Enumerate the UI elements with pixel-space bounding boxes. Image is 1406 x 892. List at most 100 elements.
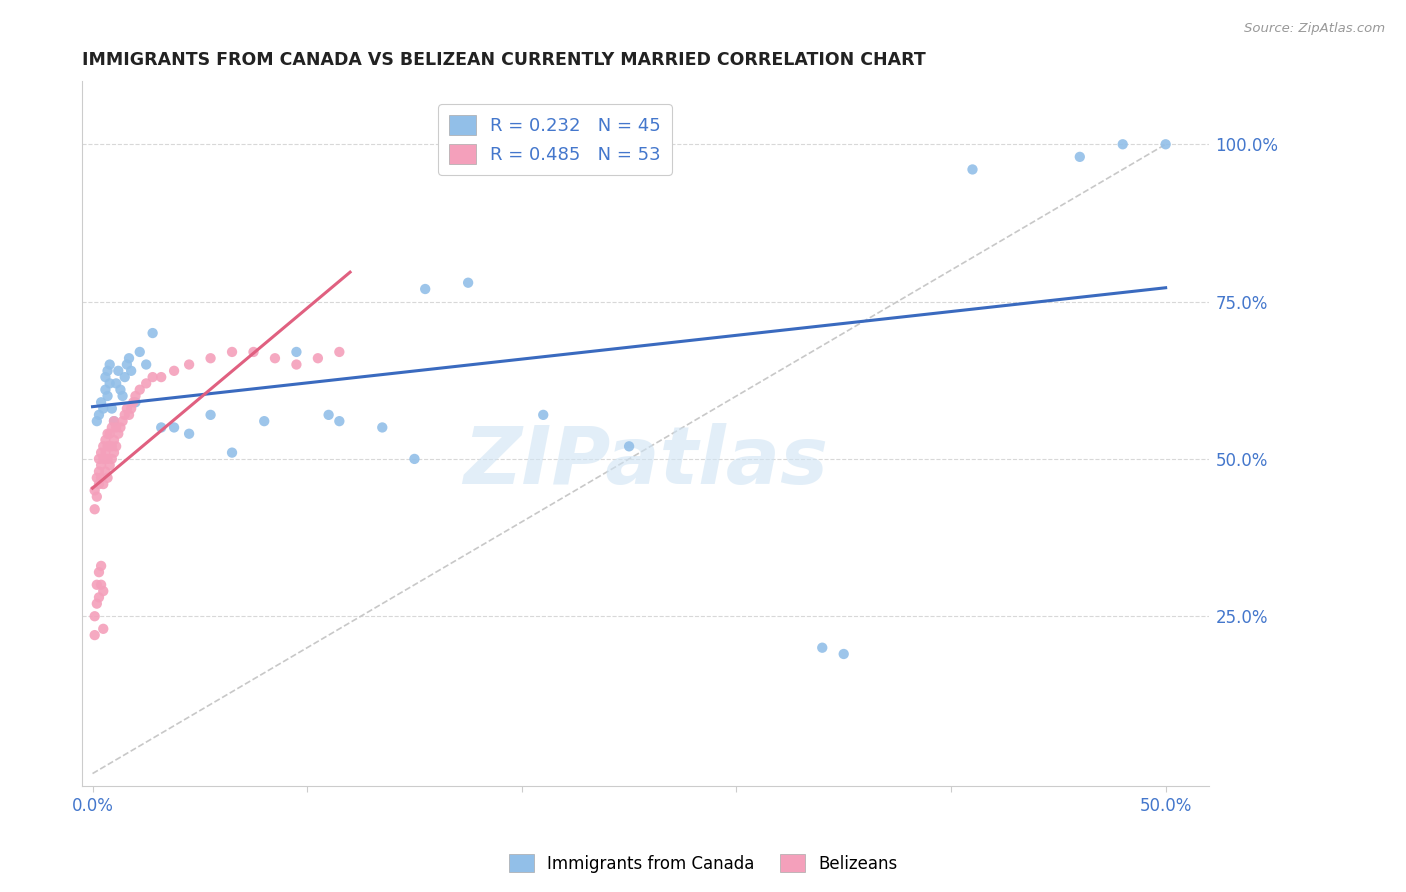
Point <box>114 370 136 384</box>
Point <box>96 389 118 403</box>
Point <box>103 414 125 428</box>
Point <box>531 408 554 422</box>
Point <box>811 640 834 655</box>
Point <box>103 414 125 428</box>
Point <box>115 358 138 372</box>
Point <box>122 395 145 409</box>
Point <box>94 383 117 397</box>
Point <box>91 477 114 491</box>
Point <box>118 408 141 422</box>
Point <box>107 364 129 378</box>
Point <box>90 458 112 473</box>
Point <box>87 477 110 491</box>
Point <box>90 395 112 409</box>
Point <box>91 439 114 453</box>
Point <box>1112 137 1135 152</box>
Point <box>94 465 117 479</box>
Point <box>96 426 118 441</box>
Point <box>96 439 118 453</box>
Text: Source: ZipAtlas.com: Source: ZipAtlas.com <box>1244 22 1385 36</box>
Point <box>142 326 165 340</box>
Point <box>98 439 121 453</box>
Point <box>413 282 436 296</box>
Point <box>91 451 114 466</box>
Point <box>101 439 124 453</box>
Point <box>105 376 128 391</box>
Point <box>371 420 394 434</box>
Point <box>87 451 110 466</box>
Point <box>83 628 105 642</box>
Point <box>110 420 132 434</box>
Point <box>90 578 112 592</box>
Point <box>90 471 112 485</box>
Point <box>200 351 222 366</box>
Point <box>179 426 201 441</box>
Point <box>253 414 276 428</box>
Point <box>128 383 150 397</box>
Point <box>83 502 105 516</box>
Point <box>135 358 157 372</box>
Point <box>135 376 157 391</box>
Point <box>832 647 855 661</box>
Point <box>96 451 118 466</box>
Point <box>124 389 146 403</box>
Point <box>83 609 105 624</box>
Point <box>118 351 141 366</box>
Point <box>86 471 108 485</box>
Point <box>94 433 117 447</box>
Text: IMMIGRANTS FROM CANADA VS BELIZEAN CURRENTLY MARRIED CORRELATION CHART: IMMIGRANTS FROM CANADA VS BELIZEAN CURRE… <box>82 51 925 69</box>
Point <box>105 420 128 434</box>
Point <box>221 445 243 459</box>
Point <box>318 408 340 422</box>
Point <box>94 445 117 459</box>
Point <box>83 483 105 498</box>
Point <box>103 445 125 459</box>
Point <box>200 408 222 422</box>
Point <box>111 414 134 428</box>
Point <box>87 465 110 479</box>
Point <box>285 358 308 372</box>
Point <box>90 558 112 573</box>
Point <box>90 445 112 459</box>
Point <box>91 584 114 599</box>
Point <box>120 364 142 378</box>
Point <box>98 376 121 391</box>
Text: ZIPatlas: ZIPatlas <box>463 423 828 501</box>
Point <box>179 358 201 372</box>
Point <box>105 439 128 453</box>
Point <box>962 162 984 177</box>
Point <box>264 351 287 366</box>
Legend: Immigrants from Canada, Belizeans: Immigrants from Canada, Belizeans <box>502 847 904 880</box>
Point <box>101 451 124 466</box>
Point <box>111 389 134 403</box>
Point <box>1069 150 1091 164</box>
Point <box>110 383 132 397</box>
Point <box>1154 137 1177 152</box>
Legend: R = 0.232   N = 45, R = 0.485   N = 53: R = 0.232 N = 45, R = 0.485 N = 53 <box>439 104 672 175</box>
Point <box>98 358 121 372</box>
Point <box>91 401 114 416</box>
Point <box>86 578 108 592</box>
Point <box>103 433 125 447</box>
Point <box>96 471 118 485</box>
Point <box>87 408 110 422</box>
Point <box>163 364 186 378</box>
Point <box>221 345 243 359</box>
Point <box>86 597 108 611</box>
Point <box>128 345 150 359</box>
Point <box>91 622 114 636</box>
Point <box>328 345 350 359</box>
Point <box>98 458 121 473</box>
Point <box>150 370 173 384</box>
Point <box>120 401 142 416</box>
Point <box>96 364 118 378</box>
Point <box>87 565 110 579</box>
Point <box>617 439 640 453</box>
Point <box>124 395 146 409</box>
Point <box>404 451 426 466</box>
Point <box>98 426 121 441</box>
Point <box>115 401 138 416</box>
Point <box>101 420 124 434</box>
Point <box>86 490 108 504</box>
Point <box>114 408 136 422</box>
